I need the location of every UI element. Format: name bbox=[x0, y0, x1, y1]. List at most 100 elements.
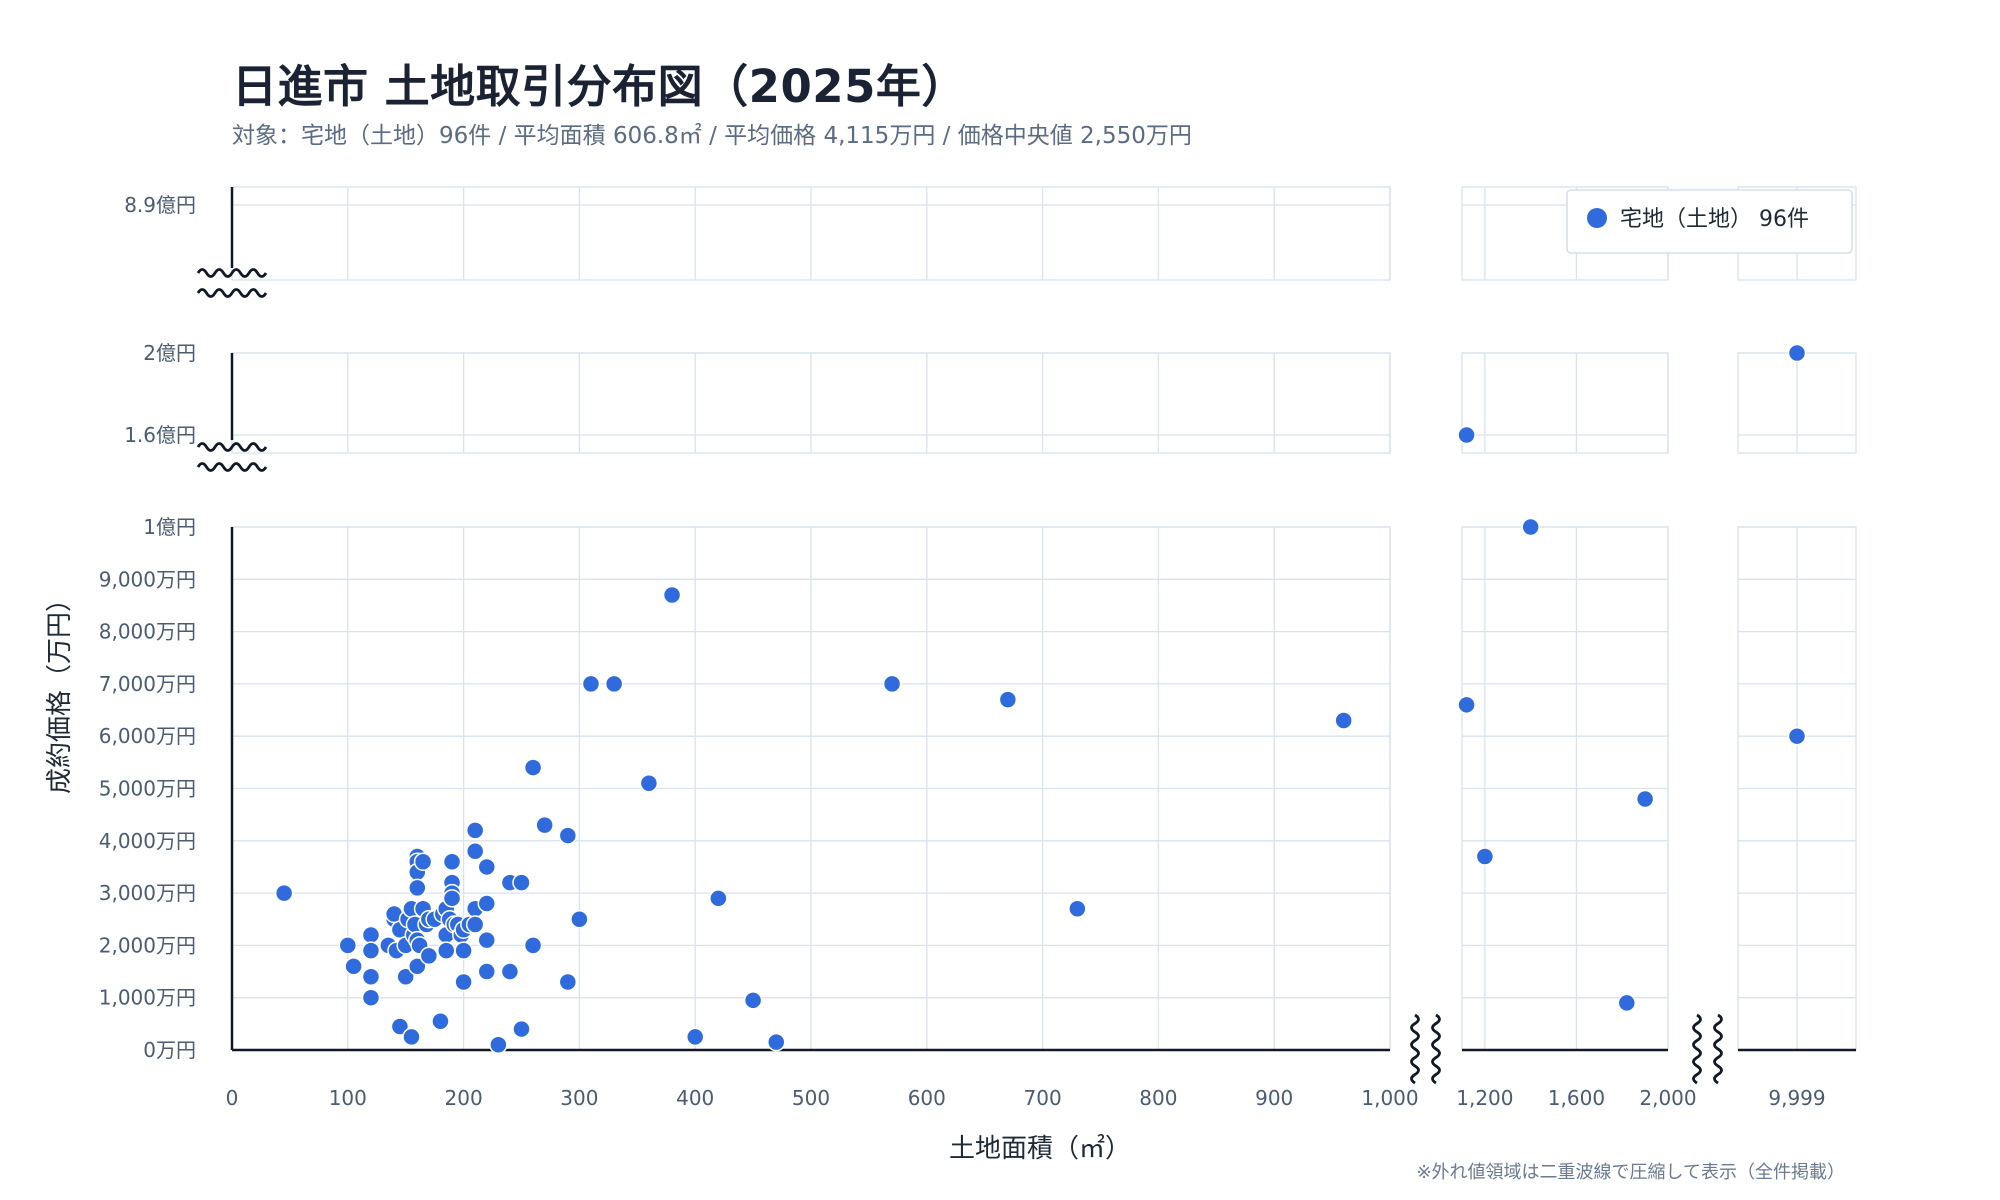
y-tick-label: 2億円 bbox=[143, 341, 196, 365]
data-point bbox=[413, 852, 433, 871]
data-point bbox=[500, 962, 520, 981]
data-point bbox=[512, 873, 531, 892]
grid-layer bbox=[231, 186, 1857, 1051]
data-point bbox=[743, 991, 763, 1010]
label-layer: 0 100 200 300 400 500 600 700 800 900 1,000 1,200 1,… bbox=[99, 193, 1826, 1110]
data-point bbox=[1457, 695, 1476, 715]
data-point bbox=[274, 883, 294, 903]
y-tick-label: 1億円 bbox=[143, 515, 196, 539]
data-point bbox=[1787, 343, 1807, 363]
data-point bbox=[1457, 425, 1476, 445]
x-tick-label: 600 bbox=[908, 1086, 946, 1110]
data-point bbox=[465, 821, 485, 840]
data-point bbox=[338, 936, 358, 955]
data-point bbox=[558, 972, 578, 992]
data-point bbox=[709, 889, 728, 908]
chart-subtitle: 対象：宅地（土地）96件 / 平均面積 606.8㎡ / 平均価格 4,115万… bbox=[232, 123, 1192, 149]
x-tick-label: 500 bbox=[792, 1086, 830, 1110]
y-tick-label: 0万円 bbox=[143, 1038, 196, 1062]
data-point bbox=[402, 1027, 421, 1047]
data-point bbox=[465, 842, 485, 861]
x-tick-label: 0 bbox=[226, 1086, 239, 1110]
data-point bbox=[1617, 993, 1637, 1013]
data-point bbox=[767, 1032, 786, 1052]
x-tick-label: 900 bbox=[1255, 1086, 1293, 1110]
data-point bbox=[454, 972, 473, 992]
x-tick-label: 400 bbox=[676, 1086, 714, 1110]
data-point bbox=[408, 957, 427, 976]
data-point bbox=[477, 894, 497, 913]
x-tick-label: 100 bbox=[329, 1086, 367, 1110]
data-point bbox=[1334, 711, 1353, 730]
panel-border bbox=[1461, 352, 1669, 454]
data-point bbox=[1521, 517, 1540, 537]
chart-title: 日進市 土地取引分布図（2025年） bbox=[232, 60, 967, 113]
x-tick-label: 1,000 bbox=[1361, 1086, 1418, 1110]
y-tick-label: 4,000万円 bbox=[99, 829, 196, 853]
axis-break-icon bbox=[1431, 1013, 1441, 1085]
data-point bbox=[489, 1035, 508, 1055]
x-tick-label: 800 bbox=[1139, 1086, 1177, 1110]
axis-break-icon bbox=[196, 442, 268, 452]
point-layer bbox=[274, 195, 1807, 1055]
axis-break-icon bbox=[196, 288, 268, 298]
y-tick-label: 5,000万円 bbox=[99, 777, 196, 801]
footnote: ※外れ値領域は二重波線で圧縮して表示（全件掲載） bbox=[1416, 1162, 1845, 1183]
axis-break-icon bbox=[1713, 1013, 1723, 1085]
y-tick-label: 6,000万円 bbox=[99, 724, 196, 748]
data-point bbox=[361, 967, 381, 987]
data-point bbox=[465, 915, 485, 934]
data-point bbox=[477, 962, 497, 981]
legend-marker bbox=[1587, 208, 1607, 228]
data-point bbox=[882, 674, 902, 694]
axis-break-icon bbox=[1692, 1013, 1702, 1085]
data-point bbox=[390, 1017, 410, 1036]
data-point bbox=[436, 941, 456, 960]
x-tick-label: 200 bbox=[445, 1086, 483, 1110]
data-point bbox=[535, 815, 554, 835]
data-point bbox=[442, 889, 462, 908]
data-point bbox=[361, 925, 381, 945]
data-point bbox=[512, 1019, 531, 1039]
y-tick-label: 3,000万円 bbox=[99, 881, 196, 905]
y-tick-label: 7,000万円 bbox=[99, 672, 196, 696]
x-tick-label: 9,999 bbox=[1768, 1086, 1825, 1110]
data-point bbox=[477, 930, 497, 950]
axis-break-icon bbox=[196, 462, 268, 472]
y-tick-label: 8,000万円 bbox=[99, 620, 196, 644]
data-point bbox=[523, 758, 543, 777]
data-point bbox=[408, 878, 427, 898]
data-point bbox=[1475, 847, 1495, 866]
y-tick-label: 1,000万円 bbox=[99, 986, 196, 1010]
data-point bbox=[442, 852, 462, 871]
data-point bbox=[454, 941, 473, 960]
x-tick-label: 1,200 bbox=[1456, 1086, 1513, 1110]
x-axis-title: 土地面積（㎡） bbox=[949, 1134, 1131, 1164]
data-point bbox=[477, 857, 497, 877]
axis-break-icon bbox=[1410, 1013, 1420, 1085]
y-tick-label: 8.9億円 bbox=[124, 193, 196, 217]
x-tick-label: 1,600 bbox=[1548, 1086, 1605, 1110]
data-point bbox=[344, 957, 363, 976]
data-point bbox=[396, 967, 415, 987]
y-tick-label: 1.6億円 bbox=[124, 423, 196, 447]
legend[interactable]: 宅地（土地） 96件 bbox=[1566, 189, 1853, 254]
data-point bbox=[431, 1011, 450, 1031]
x-tick-label: 700 bbox=[1024, 1086, 1062, 1110]
data-point bbox=[581, 674, 601, 694]
y-tick-label: 9,000万円 bbox=[99, 567, 196, 591]
data-point bbox=[685, 1027, 705, 1047]
y-axis-title: 成約価格（万円） bbox=[45, 586, 75, 794]
axis-layer bbox=[196, 187, 1856, 1085]
data-point bbox=[419, 946, 439, 966]
data-point bbox=[662, 585, 682, 605]
data-point bbox=[570, 910, 589, 929]
data-point bbox=[604, 674, 624, 694]
data-point bbox=[1787, 726, 1807, 746]
axis-break-icon bbox=[196, 268, 268, 278]
data-point bbox=[523, 936, 543, 955]
data-point bbox=[361, 941, 381, 960]
y-tick-label: 2,000万円 bbox=[99, 933, 196, 957]
data-point bbox=[1635, 789, 1655, 809]
